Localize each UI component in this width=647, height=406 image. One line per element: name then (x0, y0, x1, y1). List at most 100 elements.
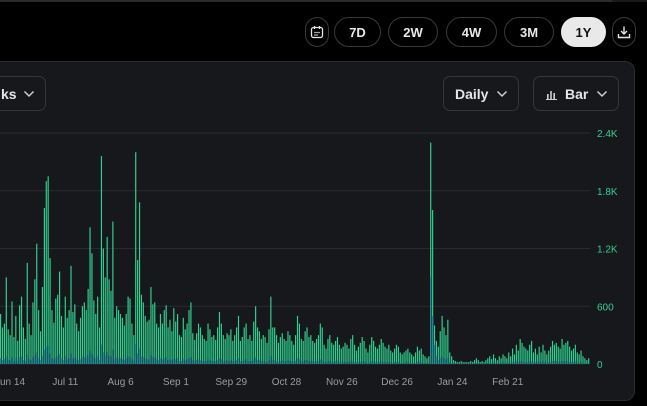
bar-primary (426, 358, 428, 364)
bar-primary (521, 342, 523, 364)
interval-dropdown[interactable]: Daily (443, 76, 519, 111)
bar-secondary (542, 361, 544, 364)
bar-primary (397, 346, 399, 364)
bar-secondary (68, 358, 70, 364)
bar-primary (239, 340, 241, 364)
bar-primary (32, 302, 34, 364)
bar-primary (487, 358, 489, 364)
y-tick-label: 1.2K (597, 245, 618, 256)
bar-primary (572, 348, 575, 364)
bar-primary (161, 323, 163, 364)
bar-secondary (135, 343, 137, 364)
bar-secondary (374, 362, 377, 364)
bar-primary (135, 152, 137, 364)
timeframe-7d-button[interactable]: 7D (334, 17, 381, 47)
timeframe-1y-button[interactable]: 1Y (561, 17, 606, 47)
bar-primary (443, 327, 445, 364)
bar-secondary (346, 362, 348, 364)
bar-primary (439, 331, 441, 364)
bar-primary (36, 243, 38, 364)
calendar-button[interactable] (305, 17, 329, 47)
bar-primary (588, 358, 590, 364)
bar-secondary (580, 362, 582, 364)
bar-secondary (207, 359, 209, 364)
bar-primary (98, 327, 101, 364)
bar-primary (553, 344, 556, 364)
metric-dropdown-label: ks (1, 85, 17, 102)
bar-primary (555, 342, 557, 364)
bar-secondary (260, 361, 262, 364)
bar-primary (197, 323, 200, 364)
bar-primary (78, 331, 80, 364)
bar-secondary (550, 362, 552, 364)
bar-primary (449, 352, 451, 364)
bar-secondary (551, 361, 554, 364)
bar-primary (502, 354, 504, 364)
bar-secondary (34, 355, 36, 364)
bar-primary (498, 356, 500, 364)
bar-primary (47, 176, 49, 364)
bar-primary (409, 352, 411, 364)
bar-primary (222, 335, 224, 364)
timeframe-3m-button[interactable]: 3M (504, 17, 554, 47)
bar-primary (133, 335, 135, 364)
bar-secondary (576, 362, 578, 364)
bar-primary (281, 333, 283, 364)
y-tick-label: 0 (597, 360, 603, 371)
bar-primary (57, 294, 59, 364)
bar-primary (551, 340, 554, 364)
bar-secondary (534, 362, 536, 364)
bar-primary (266, 342, 268, 364)
bar-secondary (211, 361, 213, 364)
bar-secondary (348, 362, 350, 364)
bar-secondary (144, 358, 146, 364)
bar-secondary (508, 362, 510, 364)
metric-dropdown[interactable]: ks (0, 76, 46, 111)
x-tick-label: Jul 11 (52, 377, 78, 388)
bar-primary (494, 358, 497, 364)
bar-secondary (314, 362, 316, 364)
bar-secondary (315, 361, 318, 364)
bar-secondary (498, 363, 500, 364)
bar-primary (378, 344, 380, 364)
bar-secondary (300, 361, 302, 364)
bar-secondary (287, 360, 289, 364)
bar-primary (527, 350, 529, 364)
bar-secondary (247, 361, 249, 364)
bar-primary (401, 354, 403, 364)
bar-primary (513, 354, 516, 364)
bar-primary (298, 323, 300, 364)
bar-primary (22, 327, 25, 364)
download-button[interactable] (612, 17, 636, 47)
bar-secondary (268, 360, 270, 364)
bar-primary (354, 344, 356, 364)
bar-secondary (340, 362, 342, 364)
bar-primary (279, 337, 281, 364)
bar-primary (43, 208, 45, 364)
bar-primary (395, 344, 398, 364)
timeframe-2w-button[interactable]: 2W (388, 17, 438, 47)
bar-primary (344, 342, 346, 364)
bar-secondary (283, 361, 285, 364)
bar-primary (359, 342, 361, 364)
bar-primary (157, 327, 160, 364)
bar-primary (567, 340, 569, 364)
bar-primary (517, 350, 519, 364)
bar-primary (435, 340, 438, 364)
x-tick-label: Jun 14 (0, 377, 25, 388)
chart-type-dropdown[interactable]: Bar (533, 76, 619, 111)
bar-primary (315, 338, 318, 364)
bar-secondary (430, 277, 432, 364)
bar-secondary (458, 363, 460, 364)
bar-primary (333, 344, 335, 364)
bar-primary (418, 350, 420, 364)
bar-primary (121, 317, 123, 364)
bar-secondary (209, 360, 211, 364)
bar-primary (91, 253, 93, 364)
bar-secondary (171, 360, 173, 364)
bar-secondary (215, 361, 217, 364)
timeframe-4w-button[interactable]: 4W (446, 17, 497, 47)
bar-primary (302, 340, 304, 364)
bar-primary (293, 344, 295, 364)
bar-secondary (218, 358, 221, 364)
